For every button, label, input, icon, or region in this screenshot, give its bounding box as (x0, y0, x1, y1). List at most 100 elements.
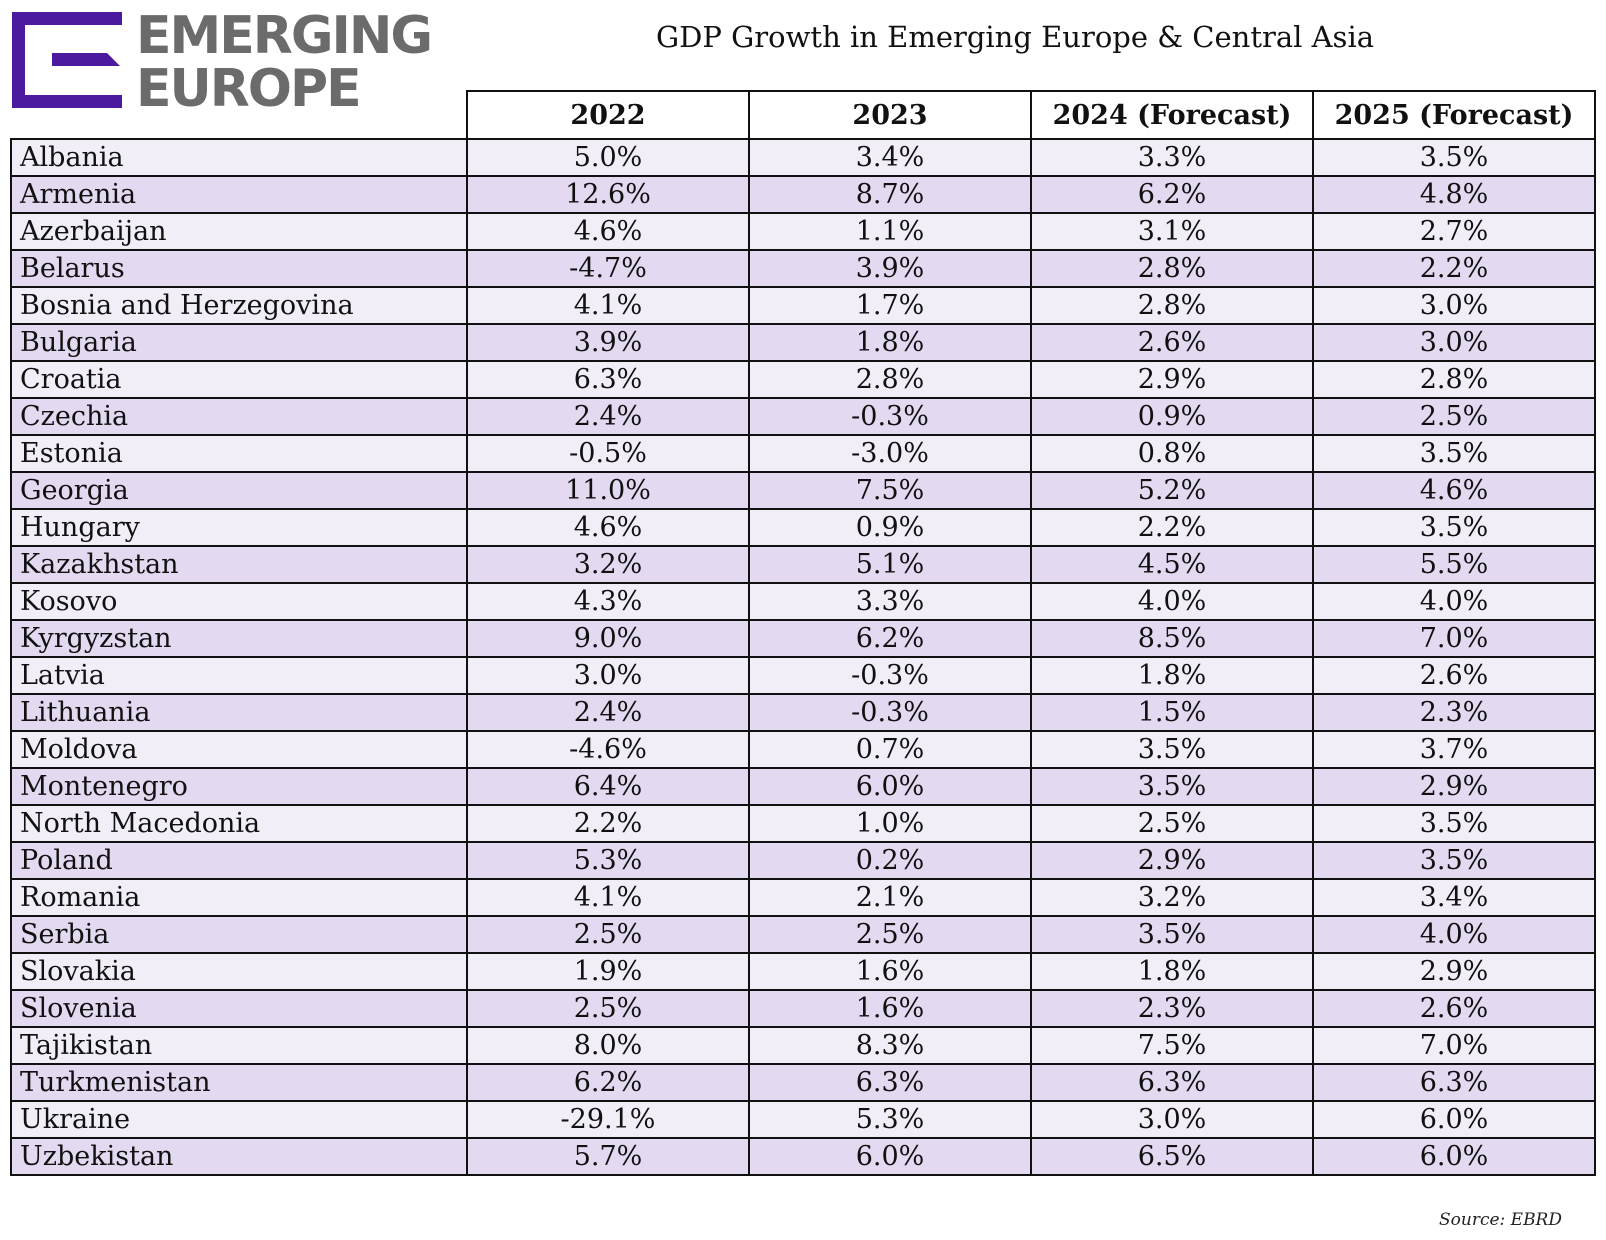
growth-value: -0.5% (466, 434, 750, 473)
growth-value: 7.0% (1312, 1026, 1596, 1065)
growth-value: 7.0% (1312, 619, 1596, 658)
growth-value: 1.9% (466, 952, 750, 991)
country-name: Tajikistan (10, 1026, 468, 1065)
country-name: Azerbaijan (10, 212, 468, 251)
table-row: Bosnia and Herzegovina 4.1% 1.7% 2.8% 3.0% (10, 286, 1596, 325)
country-name: Georgia (10, 471, 468, 510)
growth-value: 3.0% (466, 656, 750, 695)
table-row: Croatia 6.3% 2.8% 2.9% 2.8% (10, 360, 1596, 399)
country-name: Slovenia (10, 989, 468, 1028)
growth-value: 4.6% (466, 212, 750, 251)
growth-value: 8.7% (748, 175, 1032, 214)
country-name: Slovakia (10, 952, 468, 991)
growth-value: -4.7% (466, 249, 750, 288)
growth-value: 8.3% (748, 1026, 1032, 1065)
growth-value: 3.9% (748, 249, 1032, 288)
growth-value: 0.9% (1030, 397, 1314, 436)
country-name: Uzbekistan (10, 1137, 468, 1176)
growth-value: 2.1% (748, 878, 1032, 917)
growth-value: 7.5% (1030, 1026, 1314, 1065)
growth-value: 2.8% (748, 360, 1032, 399)
growth-value: 2.7% (1312, 212, 1596, 251)
growth-value: -3.0% (748, 434, 1032, 473)
table-row: Hungary 4.6% 0.9% 2.2% 3.5% (10, 508, 1596, 547)
growth-value: 3.0% (1312, 286, 1596, 325)
growth-value: 4.8% (1312, 175, 1596, 214)
table-body: Albania 5.0% 3.4% 3.3% 3.5% Armenia 12.6% 8.7% 6… (10, 138, 1596, 1176)
country-name: Latvia (10, 656, 468, 695)
growth-value: 2.5% (748, 915, 1032, 954)
logo-text-line1: EMERGING (136, 6, 433, 66)
growth-value: 3.2% (466, 545, 750, 584)
growth-value: 3.5% (1312, 434, 1596, 473)
growth-value: 9.0% (466, 619, 750, 658)
growth-value: 3.0% (1312, 323, 1596, 362)
growth-value: 3.3% (1030, 138, 1314, 177)
growth-value: 6.3% (1030, 1063, 1314, 1102)
column-header: 2024 (Forecast) (1030, 90, 1314, 140)
country-name: Croatia (10, 360, 468, 399)
growth-value: 2.9% (1030, 360, 1314, 399)
growth-value: 8.0% (466, 1026, 750, 1065)
column-header: 2023 (748, 90, 1032, 140)
growth-value: -4.6% (466, 730, 750, 769)
country-name: Belarus (10, 249, 468, 288)
growth-value: 3.1% (1030, 212, 1314, 251)
growth-value: 1.8% (1030, 656, 1314, 695)
growth-value: 4.3% (466, 582, 750, 621)
growth-value: 3.5% (1030, 730, 1314, 769)
growth-value: 2.6% (1030, 323, 1314, 362)
header-corner (11, 91, 467, 140)
growth-value: 0.9% (748, 508, 1032, 547)
table-row: Turkmenistan 6.2% 6.3% 6.3% 6.3% (10, 1063, 1596, 1102)
growth-value: 5.3% (466, 841, 750, 880)
growth-value: 6.5% (1030, 1137, 1314, 1176)
growth-value: 6.3% (1312, 1063, 1596, 1102)
growth-value: 3.5% (1030, 915, 1314, 954)
country-name: Bulgaria (10, 323, 468, 362)
growth-value: 6.2% (748, 619, 1032, 658)
growth-value: -0.3% (748, 693, 1032, 732)
growth-value: 3.9% (466, 323, 750, 362)
country-name: Montenegro (10, 767, 468, 806)
growth-value: -0.3% (748, 656, 1032, 695)
table-row: Belarus -4.7% 3.9% 2.8% 2.2% (10, 249, 1596, 288)
growth-value: 4.6% (1312, 471, 1596, 510)
table-row: Czechia 2.4% -0.3% 0.9% 2.5% (10, 397, 1596, 436)
growth-value: 6.4% (466, 767, 750, 806)
country-name: Ukraine (10, 1100, 468, 1139)
growth-value: 6.0% (748, 767, 1032, 806)
growth-value: 2.8% (1030, 286, 1314, 325)
growth-value: -0.3% (748, 397, 1032, 436)
country-name: North Macedonia (10, 804, 468, 843)
growth-value: 2.4% (466, 693, 750, 732)
growth-value: 1.0% (748, 804, 1032, 843)
growth-value: 4.1% (466, 878, 750, 917)
growth-value: 5.2% (1030, 471, 1314, 510)
growth-value: 2.5% (466, 989, 750, 1028)
growth-value: 5.1% (748, 545, 1032, 584)
column-header: 2022 (466, 90, 750, 140)
country-name: Kyrgyzstan (10, 619, 468, 658)
table-row: Albania 5.0% 3.4% 3.3% 3.5% (10, 138, 1596, 177)
growth-value: 5.3% (748, 1100, 1032, 1139)
growth-value: 3.4% (1312, 878, 1596, 917)
growth-value: 4.5% (1030, 545, 1314, 584)
country-name: Estonia (10, 434, 468, 473)
table-row: Kyrgyzstan 9.0% 6.2% 8.5% 7.0% (10, 619, 1596, 658)
table-row: Poland 5.3% 0.2% 2.9% 3.5% (10, 841, 1596, 880)
table-row: Latvia 3.0% -0.3% 1.8% 2.6% (10, 656, 1596, 695)
country-name: Lithuania (10, 693, 468, 732)
growth-value: 3.3% (748, 582, 1032, 621)
country-name: Poland (10, 841, 468, 880)
growth-value: 4.6% (466, 508, 750, 547)
growth-value: 1.6% (748, 989, 1032, 1028)
growth-value: 2.2% (1030, 508, 1314, 547)
table-row: Tajikistan 8.0% 8.3% 7.5% 7.0% (10, 1026, 1596, 1065)
country-name: Turkmenistan (10, 1063, 468, 1102)
growth-value: 2.9% (1030, 841, 1314, 880)
growth-value: 0.7% (748, 730, 1032, 769)
table-row: Montenegro 6.4% 6.0% 3.5% 2.9% (10, 767, 1596, 806)
growth-value: 3.7% (1312, 730, 1596, 769)
table-row: Slovenia 2.5% 1.6% 2.3% 2.6% (10, 989, 1596, 1028)
